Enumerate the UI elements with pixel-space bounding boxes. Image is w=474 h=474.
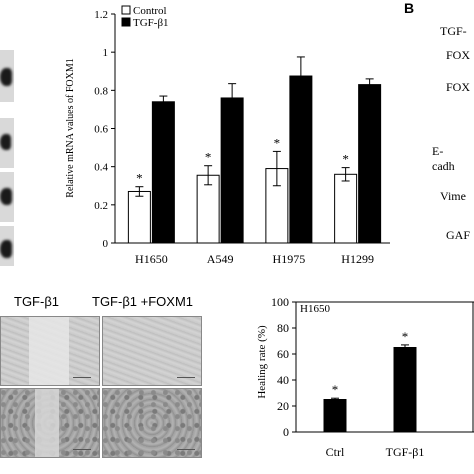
y-tick-label: 0.6: [94, 124, 108, 136]
significance-star: *: [402, 329, 409, 344]
wound-header-tgf: TGF-β1: [14, 294, 60, 309]
x-tick-label: H1650: [135, 252, 168, 266]
chart-healing-rate: 0 20 40 60 80 100 * * Ctrl TGF-β1 H1650 Healing…: [256, 295, 474, 459]
micrograph-tgf-foxm1-24h: [102, 388, 202, 458]
y-tick-label: 40: [277, 373, 289, 387]
significance-star: *: [342, 152, 349, 167]
y-tick-label: 0.2: [94, 200, 108, 212]
panel-b-row-label: TGF-: [440, 24, 467, 38]
y-tick-label: 0: [283, 425, 289, 439]
y-tick-label: 80: [277, 321, 289, 335]
micrograph-tgf-0h: [0, 316, 100, 386]
significance-star: *: [274, 135, 281, 150]
bar-tgf-h1299: [358, 84, 382, 244]
significance-star: *: [205, 150, 212, 165]
y-tick-label: 20: [277, 399, 289, 413]
panel-b-row-label: Vime: [440, 189, 466, 203]
panel-b-letter: B: [404, 0, 415, 16]
y-axis-label: Relative mRNA values of FOXM1: [65, 58, 76, 197]
panel-b-row-label: GAF: [446, 228, 471, 242]
x-tick-label: TGF-β1: [386, 445, 425, 459]
bar-tgf-h1650: [151, 101, 175, 244]
y-tick-label: 1.2: [94, 9, 108, 21]
legend-label-tgf: TGF-β1: [133, 17, 169, 29]
y-tick-label: 0: [103, 238, 109, 250]
micrograph-tgf-foxm1-0h: [102, 316, 202, 386]
x-tick-label: H1299: [341, 252, 374, 266]
wound-header-tgf-foxm1: TGF-β1 +FOXM1: [92, 294, 194, 309]
legend-swatch-tgf: [121, 17, 131, 27]
y-axis-label: Healing rate (%): [256, 325, 268, 399]
panel-b-row-label: FOX: [446, 48, 471, 62]
western-blot-left: [0, 30, 14, 266]
significance-star: *: [332, 382, 339, 397]
y-tick-label: 100: [271, 295, 289, 309]
legend-swatch-control: [121, 5, 131, 15]
significance-star: *: [136, 171, 143, 186]
chart-foxm1-mrna: 0 0.2 0.4 0.6 0.8 1 1.2 * * * * H1650 A549 H1975 H12…: [65, 5, 390, 266]
bar-tgf-β1: [393, 347, 417, 433]
x-tick-label: A549: [207, 252, 234, 266]
y-tick-label: 0.4: [94, 162, 108, 174]
legend: Control TGF-β1: [121, 5, 169, 29]
x-tick-label: Ctrl: [326, 445, 345, 459]
y-tick-label: 60: [277, 347, 289, 361]
bar-tgf-h1975: [289, 75, 313, 244]
bar-ctrl: [323, 399, 347, 433]
y-tick-label: 0.8: [94, 85, 108, 97]
panel-b-row-label: E-cadh: [432, 144, 455, 173]
bar-control-a549: [196, 174, 220, 244]
legend-label-control: Control: [133, 5, 167, 17]
panel-b-row-label: FOX: [446, 80, 471, 94]
chart-title: H1650: [300, 303, 330, 315]
bar-tgf-a549: [220, 97, 244, 244]
bar-control-h1299: [334, 173, 358, 244]
x-tick-label: H1975: [273, 252, 306, 266]
bar-control-h1650: [127, 190, 151, 244]
micrograph-tgf-24h: [0, 388, 100, 458]
y-tick-label: 1: [103, 47, 109, 59]
